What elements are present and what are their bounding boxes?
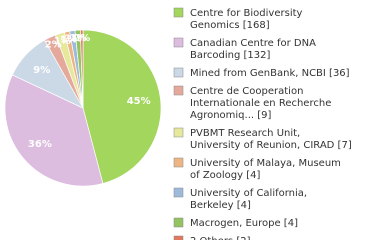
pie-slice <box>4 74 104 187</box>
legend-label: PVBMT Research Unit, <box>190 128 300 139</box>
legend-label: Centre for Biodiversity <box>190 8 303 19</box>
slice-label: 36% <box>28 139 52 150</box>
legend-label: Centre de Cooperation <box>190 86 303 97</box>
legend-label: Internationale en Recherche <box>190 98 331 109</box>
slice-label: 45% <box>127 96 151 107</box>
legend-swatch <box>173 85 184 96</box>
legend-swatch <box>173 127 184 138</box>
slice-label: 1% <box>70 33 87 44</box>
legend-label: Mined from GenBank, NCBI [36] <box>190 68 350 79</box>
legend-label: of Zoology [4] <box>190 170 261 181</box>
legend-swatch <box>173 217 184 228</box>
slice-label: 1% <box>65 33 82 44</box>
legend-label: Agronomiq... [9] <box>190 110 272 121</box>
legend-swatch <box>173 67 184 78</box>
legend-label: 2 Others [2] <box>190 236 251 240</box>
slice-label: 0% <box>73 33 90 44</box>
slice-label: 9% <box>33 65 50 76</box>
legend-swatch <box>173 187 184 198</box>
legend-label: Macrogen, Europe [4] <box>190 218 298 229</box>
legend-swatch <box>173 157 184 168</box>
legend-label: University of California, <box>190 188 307 199</box>
legend-swatch <box>173 37 184 48</box>
slice-label: 1% <box>54 36 71 47</box>
legend-label: University of Reunion, CIRAD [7] <box>190 140 352 151</box>
pie-slice <box>82 29 162 184</box>
pie-slice <box>79 29 84 109</box>
legend-label: Berkeley [4] <box>190 200 251 211</box>
slice-label: 1% <box>60 34 77 45</box>
legend-label: Genomics [168] <box>190 20 270 31</box>
legend-swatch <box>173 7 184 18</box>
legend-label: University of Malaya, Museum <box>190 158 341 169</box>
legend-swatch <box>173 235 184 240</box>
legend-label: Canadian Centre for DNA <box>190 38 316 49</box>
slice-label: 2% <box>45 39 62 50</box>
legend-label: Barcoding [132] <box>190 50 270 61</box>
